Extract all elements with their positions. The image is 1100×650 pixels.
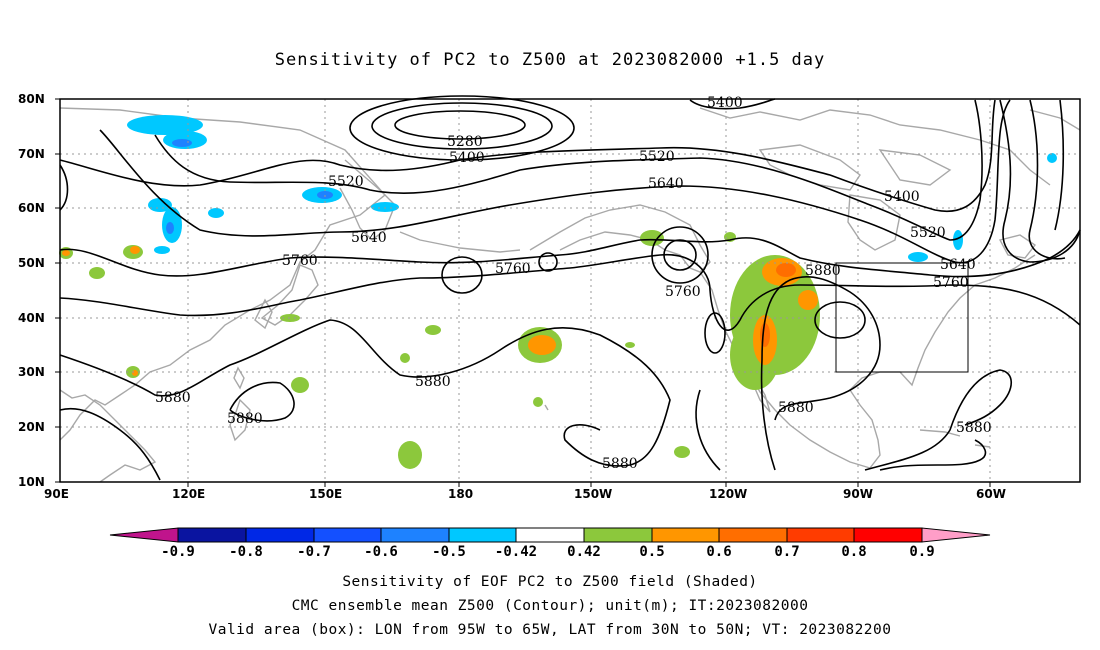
contour-label: 5880 <box>227 411 263 427</box>
contour-label: 5760 <box>282 253 318 269</box>
contour-label: 5760 <box>665 284 701 300</box>
colorbar-swatch <box>313 527 382 543</box>
lat-label: 30N <box>18 365 45 379</box>
lat-label: 60N <box>18 201 45 215</box>
lon-label: 90E <box>44 487 69 501</box>
colorbar-swatch <box>515 527 585 543</box>
colorbar-label: -0.42 <box>494 544 538 560</box>
plot-frame <box>59 98 1081 483</box>
negative-shading <box>127 115 1057 262</box>
contour-label: 5520 <box>639 149 675 165</box>
z500-contours <box>59 95 1081 481</box>
colorbar-swatch <box>651 527 720 543</box>
colorbar-swatch <box>786 527 855 543</box>
colorbar-swatch <box>245 527 315 543</box>
contour-label: 5520 <box>328 174 364 190</box>
colorbar-label: -0.7 <box>297 544 331 560</box>
map-title: Sensitivity of PC2 to Z500 at 2023082000… <box>274 50 826 70</box>
lon-label: 90W <box>843 487 873 501</box>
lat-label: 80N <box>18 92 45 106</box>
contour-label: 5760 <box>933 275 969 291</box>
colorbar-label: 0.5 <box>639 544 665 560</box>
lon-label: 60W <box>976 487 1006 501</box>
lon-label: 150W <box>574 487 613 501</box>
axis-ticks <box>55 98 991 487</box>
colorbar-under-arrow <box>109 527 179 543</box>
contour-label: 5640 <box>351 230 387 246</box>
colorbar-label: -0.5 <box>432 544 466 560</box>
lon-label: 150E <box>309 487 343 501</box>
caption-valid-area: Valid area (box): LON from 95W to 65W, L… <box>208 622 892 638</box>
contour-label: 5280 <box>447 134 483 150</box>
contour-label: 5400 <box>884 189 920 205</box>
lon-label: 120W <box>709 487 748 501</box>
contour-label: 5880 <box>805 263 841 279</box>
contour-labels: 5400 5280 5400 5520 5520 5640 5400 5520 … <box>155 95 992 472</box>
contour-label: 5880 <box>602 456 638 472</box>
colorbar-swatch <box>448 527 517 543</box>
lat-label: 70N <box>18 147 45 161</box>
contour-label: 5640 <box>648 176 684 192</box>
contour-label: 5520 <box>910 225 946 241</box>
colorbar-swatch <box>853 527 923 543</box>
colorbar-label: 0.6 <box>706 544 732 560</box>
colorbar-label: -0.6 <box>364 544 398 560</box>
colorbar-label: 0.9 <box>909 544 935 560</box>
colorbar-label: -0.8 <box>229 544 263 560</box>
lat-label: 10N <box>18 475 45 489</box>
colorbar-swatch <box>380 527 450 543</box>
colorbar-label: -0.9 <box>161 544 195 560</box>
colorbar-swatch <box>718 527 788 543</box>
colorbar-swatch <box>583 527 653 543</box>
colorbar-label: 0.8 <box>841 544 867 560</box>
coastlines <box>59 107 1081 483</box>
contour-label: 5400 <box>707 95 743 111</box>
caption-shaded: Sensitivity of EOF PC2 to Z500 field (Sh… <box>342 574 758 590</box>
lat-label: 40N <box>18 311 45 325</box>
contour-label: 5640 <box>940 257 976 273</box>
lon-label: 180 <box>448 487 474 501</box>
contour-label: 5760 <box>495 261 531 277</box>
contour-label: 5880 <box>155 390 191 406</box>
valid-area-box <box>835 262 969 373</box>
colorbar-over-arrow <box>921 527 991 543</box>
colorbar-swatch <box>177 527 247 543</box>
colorbar-label: 0.7 <box>774 544 800 560</box>
contour-label: 5880 <box>778 400 814 416</box>
lon-label: 120E <box>172 487 206 501</box>
lat-label: 20N <box>18 420 45 434</box>
contour-label: 5880 <box>956 420 992 436</box>
contour-label: 5880 <box>415 374 451 390</box>
contour-label: 5400 <box>449 150 485 166</box>
colorbar-label: 0.42 <box>567 544 601 560</box>
lat-label: 50N <box>18 256 45 270</box>
colorbar <box>109 527 991 543</box>
caption-contour: CMC ensemble mean Z500 (Contour); unit(m… <box>291 598 809 614</box>
plot-area <box>60 99 1080 482</box>
